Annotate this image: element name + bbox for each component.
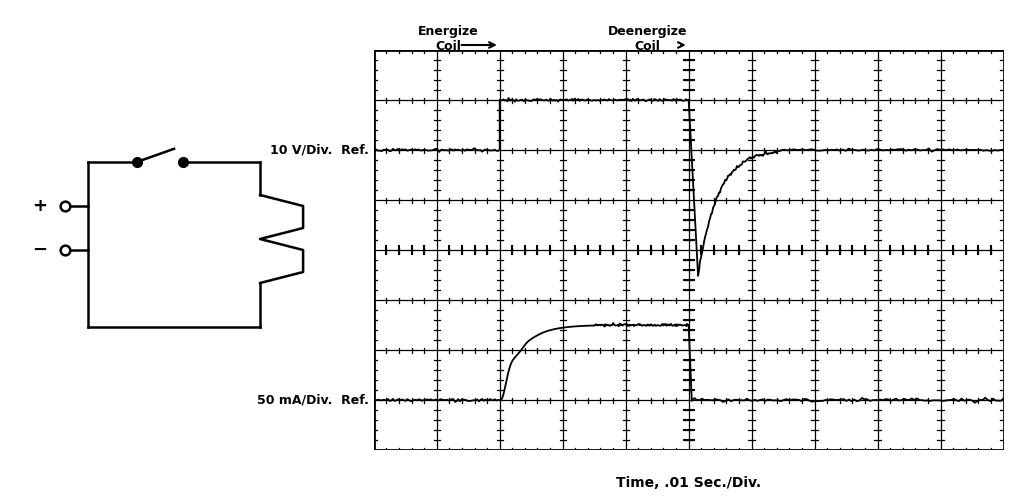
Text: −: − [32, 241, 47, 259]
Text: Time, .01 Sec./Div.: Time, .01 Sec./Div. [616, 476, 761, 490]
Text: +: + [32, 197, 47, 215]
Text: 50 mA/Div.  Ref.: 50 mA/Div. Ref. [257, 394, 369, 406]
Text: Energize
Coil: Energize Coil [418, 25, 479, 53]
Text: Deenergize
Coil: Deenergize Coil [608, 25, 687, 53]
Text: 10 V/Div.  Ref.: 10 V/Div. Ref. [269, 144, 369, 156]
